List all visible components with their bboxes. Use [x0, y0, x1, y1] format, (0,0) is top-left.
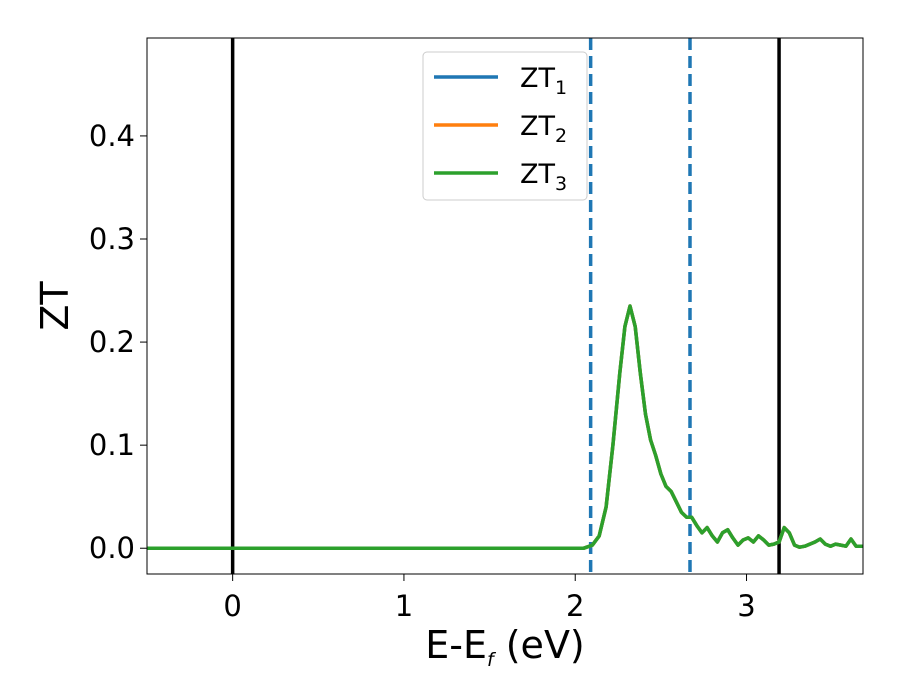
- x-axis-label: E-Ef (eV): [425, 623, 585, 671]
- x-axis-ticks: 0 1 2 3: [223, 574, 756, 623]
- y-tick-label: 0.3: [89, 222, 135, 256]
- plot-frame: [146, 37, 864, 575]
- x-tick-label: 1: [395, 589, 413, 623]
- legend-label-2: ZT2: [520, 111, 567, 147]
- x-tick-label: 0: [223, 589, 241, 623]
- x-tick-label: 3: [737, 589, 755, 623]
- y-tick-label: 0.0: [89, 531, 135, 565]
- series-line-2: [147, 304, 863, 550]
- legend-label-3: ZT3: [520, 159, 567, 195]
- series-line-1: [147, 304, 863, 550]
- reference-lines: [230, 38, 781, 574]
- series-line-3: [147, 304, 863, 550]
- legend-label-1: ZT1: [520, 63, 567, 99]
- y-axis-label: ZT: [33, 281, 77, 331]
- x-tick-label: 2: [566, 589, 584, 623]
- legend: ZT1 ZT2 ZT3: [422, 51, 588, 201]
- y-tick-label: 0.1: [89, 428, 135, 462]
- series-lines: [147, 304, 863, 550]
- y-tick-label: 0.2: [89, 325, 135, 359]
- legend-box: [422, 51, 588, 201]
- y-tick-label: 0.4: [89, 119, 135, 153]
- y-axis-ticks: 0.0 0.1 0.2 0.3 0.4: [89, 119, 147, 565]
